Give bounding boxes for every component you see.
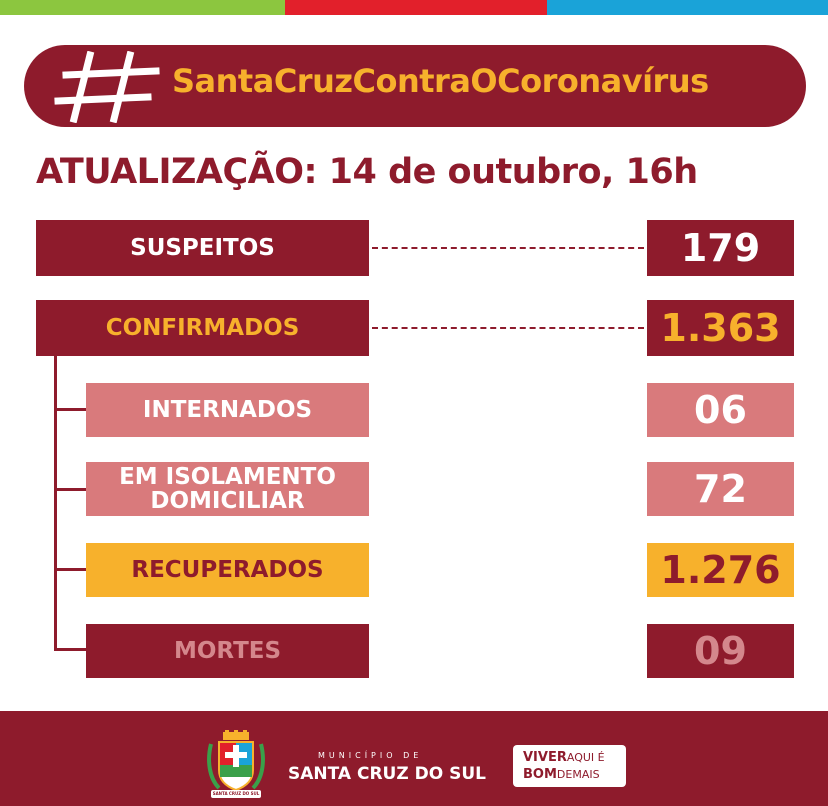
slogan-light-2: DEMAIS	[556, 768, 600, 781]
top-bar-green	[0, 0, 285, 15]
mortes-label-box: MORTES	[86, 624, 369, 678]
footer	[0, 711, 828, 806]
municipal-crest-icon	[207, 730, 265, 798]
suspeitos-value: 179	[680, 226, 761, 270]
suspeitos-connector	[372, 247, 644, 249]
tree-branch-isolamento	[54, 488, 86, 491]
recuperados-value: 1.276	[660, 548, 781, 592]
top-bar-blue	[547, 0, 828, 15]
hashtag-banner	[24, 45, 806, 127]
recuperados-value-box: 1.276	[647, 543, 794, 597]
city-name: SANTA CRUZ DO SUL	[288, 764, 486, 784]
confirmados-value: 1.363	[660, 306, 781, 350]
suspeitos-value-box: 179	[647, 220, 794, 276]
isolamento-value: 72	[694, 467, 747, 511]
isolamento-value-box: 72	[647, 462, 794, 516]
recuperados-label-box: RECUPERADOS	[86, 543, 369, 597]
confirmados-label-box: CONFIRMADOS	[36, 300, 369, 356]
tree-vertical-line	[54, 356, 57, 651]
mortes-label: MORTES	[173, 638, 282, 664]
tree-branch-mortes	[54, 648, 86, 651]
confirmados-connector	[372, 327, 644, 329]
top-bar-red	[285, 0, 547, 15]
internados-label-box: INTERNADOS	[86, 383, 369, 437]
internados-label: INTERNADOS	[142, 397, 313, 423]
slogan-bold-2: BOM	[523, 767, 557, 782]
isolamento-label-line2: DOMICILIAR	[150, 488, 305, 514]
isolamento-label-line1: EM ISOLAMENTO	[119, 464, 336, 490]
slogan-badge: VIVERAQUI É BOMDEMAIS	[513, 745, 626, 787]
suspeitos-label-box: SUSPEITOS	[36, 220, 369, 276]
internados-value: 06	[694, 388, 747, 432]
crest-banner-text: SANTA CRUZ DO SUL	[212, 791, 260, 796]
hashtag-text: SantaCruzContraOCoronavírus	[172, 62, 709, 100]
slogan-line1: VIVERAQUI É	[523, 750, 605, 765]
internados-value-box: 06	[647, 383, 794, 437]
confirmados-label: CONFIRMADOS	[105, 315, 300, 341]
confirmados-value-box: 1.363	[647, 300, 794, 356]
tree-branch-recuperados	[54, 568, 86, 571]
suspeitos-label: SUSPEITOS	[130, 235, 275, 261]
mortes-value: 09	[694, 629, 747, 673]
isolamento-label-box: EM ISOLAMENTO DOMICILIAR	[86, 462, 369, 516]
hashtag-icon	[54, 51, 160, 123]
mortes-value-box: 09	[647, 624, 794, 678]
recuperados-label: RECUPERADOS	[131, 557, 324, 583]
slogan-line2: BOMDEMAIS	[523, 767, 600, 782]
slogan-bold-1: VIVER	[523, 750, 567, 765]
top-color-bar	[0, 0, 828, 15]
update-heading: ATUALIZAÇÃO: 14 de outubro, 16h	[36, 152, 698, 192]
municipio-label: MUNICÍPIO DE	[318, 751, 423, 760]
tree-branch-internados	[54, 408, 86, 411]
slogan-light-1: AQUI É	[566, 751, 605, 764]
